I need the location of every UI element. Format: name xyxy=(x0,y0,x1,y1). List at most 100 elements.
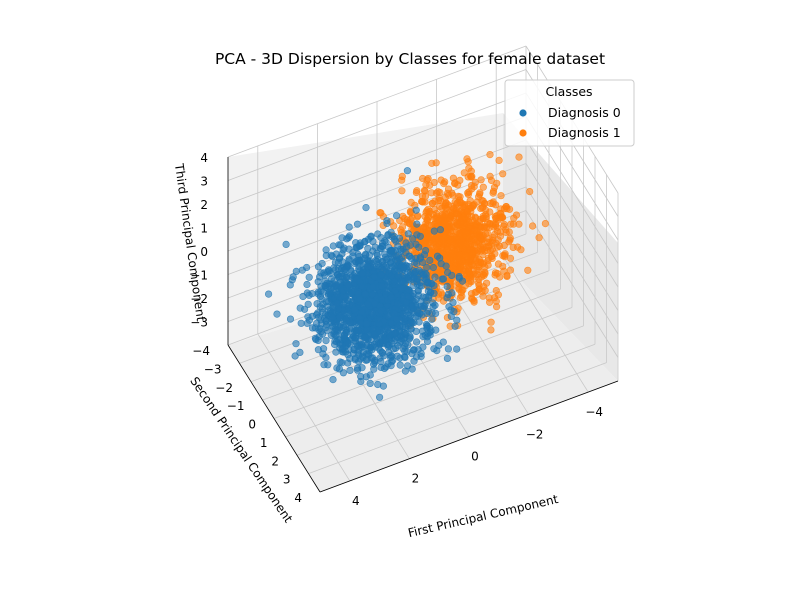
data-point xyxy=(292,340,300,348)
data-point xyxy=(378,242,386,250)
data-point xyxy=(358,269,367,278)
data-point xyxy=(509,243,517,251)
data-point xyxy=(464,189,472,197)
data-point xyxy=(433,234,441,242)
data-point xyxy=(356,319,365,327)
data-point xyxy=(477,176,485,184)
data-point xyxy=(493,303,501,311)
data-point xyxy=(398,277,406,285)
data-point xyxy=(426,233,435,241)
data-point xyxy=(384,312,393,320)
data-point xyxy=(303,319,311,327)
data-point xyxy=(428,159,436,167)
data-point xyxy=(339,369,348,377)
data-point xyxy=(273,310,281,318)
data-point xyxy=(477,204,485,212)
data-point xyxy=(419,271,428,279)
data-point xyxy=(443,282,451,291)
data-point xyxy=(362,204,370,212)
data-point xyxy=(345,223,353,231)
y-tick-label: 2 xyxy=(271,454,279,468)
grid-line-floor-y xyxy=(262,288,561,401)
legend: Classes Diagnosis 0 Diagnosis 1 xyxy=(504,79,635,147)
grid-line-floor-y xyxy=(273,307,573,419)
data-point xyxy=(490,230,499,239)
grid-line-back-z xyxy=(227,116,527,228)
data-point xyxy=(441,216,449,224)
data-point xyxy=(329,376,337,384)
data-point xyxy=(313,300,321,308)
y-tick-label: 0 xyxy=(248,418,256,432)
data-point xyxy=(426,181,434,189)
data-point xyxy=(451,180,459,188)
data-point xyxy=(424,278,432,286)
data-point xyxy=(364,244,372,253)
data-point xyxy=(409,289,418,298)
data-point xyxy=(354,326,363,334)
y-tick-label: 4 xyxy=(294,491,302,505)
data-point xyxy=(416,232,424,240)
data-point xyxy=(436,188,444,197)
grid-line-back-z xyxy=(227,139,527,252)
data-point xyxy=(314,346,323,354)
data-point xyxy=(363,356,371,364)
data-point xyxy=(377,307,385,315)
data-point xyxy=(463,221,471,229)
data-point xyxy=(340,332,349,340)
data-point xyxy=(447,250,455,258)
data-point xyxy=(404,341,412,349)
data-point xyxy=(402,298,410,306)
data-point xyxy=(455,273,463,281)
data-point xyxy=(344,351,352,359)
data-point xyxy=(364,300,372,308)
data-point xyxy=(509,220,518,228)
data-point xyxy=(374,230,382,238)
data-point xyxy=(408,365,416,373)
x-tick-label: −2 xyxy=(526,427,544,441)
data-point xyxy=(372,258,381,266)
data-point xyxy=(397,245,405,253)
data-point xyxy=(318,259,326,268)
data-point xyxy=(460,169,468,177)
data-point xyxy=(526,188,534,196)
data-point xyxy=(405,262,413,270)
x-axis-label: First Principal Component xyxy=(407,492,560,540)
z-tick-label: 1 xyxy=(200,222,208,236)
data-point xyxy=(342,273,350,282)
data-point xyxy=(291,352,299,360)
legend-label-diagnosis-0: Diagnosis 0 xyxy=(548,105,621,120)
legend-marker-diagnosis-0 xyxy=(519,109,527,117)
data-point xyxy=(410,357,418,365)
data-point xyxy=(366,379,374,388)
data-point xyxy=(486,151,494,159)
data-point xyxy=(398,253,406,261)
axes-panes xyxy=(228,113,618,492)
data-point xyxy=(524,266,532,274)
data-point xyxy=(453,316,461,324)
data-point xyxy=(453,345,461,353)
grid-line-back-z xyxy=(227,45,527,158)
data-point xyxy=(394,271,402,280)
data-point xyxy=(495,156,503,164)
data-point xyxy=(499,213,507,222)
data-point xyxy=(465,274,473,282)
data-point xyxy=(492,221,500,230)
data-point xyxy=(332,348,340,356)
data-point xyxy=(454,256,462,265)
data-point xyxy=(410,274,418,283)
data-point xyxy=(438,275,446,283)
data-point xyxy=(305,273,313,281)
data-point xyxy=(489,189,497,197)
x-axis-line xyxy=(319,380,619,493)
data-point xyxy=(436,203,444,211)
data-point xyxy=(361,290,370,298)
data-point xyxy=(378,282,386,290)
data-point xyxy=(387,247,395,255)
z-tick-label: −2 xyxy=(190,292,208,306)
data-point xyxy=(362,373,370,381)
data-point xyxy=(413,220,421,228)
data-point xyxy=(416,279,425,287)
data-point xyxy=(449,238,457,246)
data-point xyxy=(479,292,487,300)
data-point xyxy=(376,393,384,401)
